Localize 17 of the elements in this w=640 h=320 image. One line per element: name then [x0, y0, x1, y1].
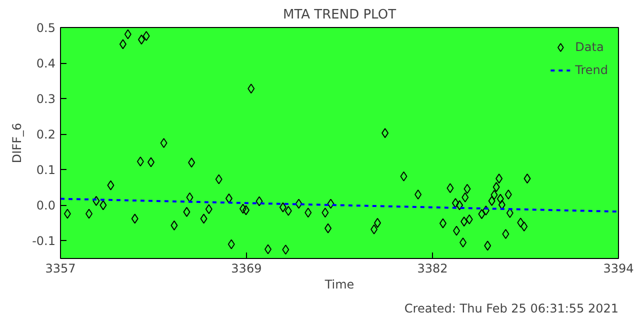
- y-tick-label: 0.5: [36, 21, 56, 35]
- y-tick-label: 0.1: [36, 163, 56, 178]
- y-tick-label: 0.0: [36, 198, 56, 213]
- legend-label: Trend: [575, 63, 608, 77]
- legend-label: Data: [575, 40, 604, 54]
- y-axis-title: DIFF_6: [10, 122, 24, 164]
- x-tick-label: 3382: [417, 262, 448, 276]
- y-tick-label: -0.1: [32, 234, 56, 248]
- x-tick-label: 3369: [231, 262, 262, 276]
- text: Created: Thu Feb 25 06:31:55 2021: [404, 302, 619, 316]
- x-tick-label: 3357: [45, 262, 76, 276]
- chart-title: MTA TREND PLOT: [282, 8, 396, 22]
- y-tick-label: 0.4: [36, 56, 56, 71]
- x-axis-title: Time: [324, 278, 354, 292]
- y-tick-label: 0.3: [36, 92, 56, 106]
- y-tick-label: 0.2: [36, 128, 56, 142]
- x-tick-label: 3394: [603, 262, 634, 276]
